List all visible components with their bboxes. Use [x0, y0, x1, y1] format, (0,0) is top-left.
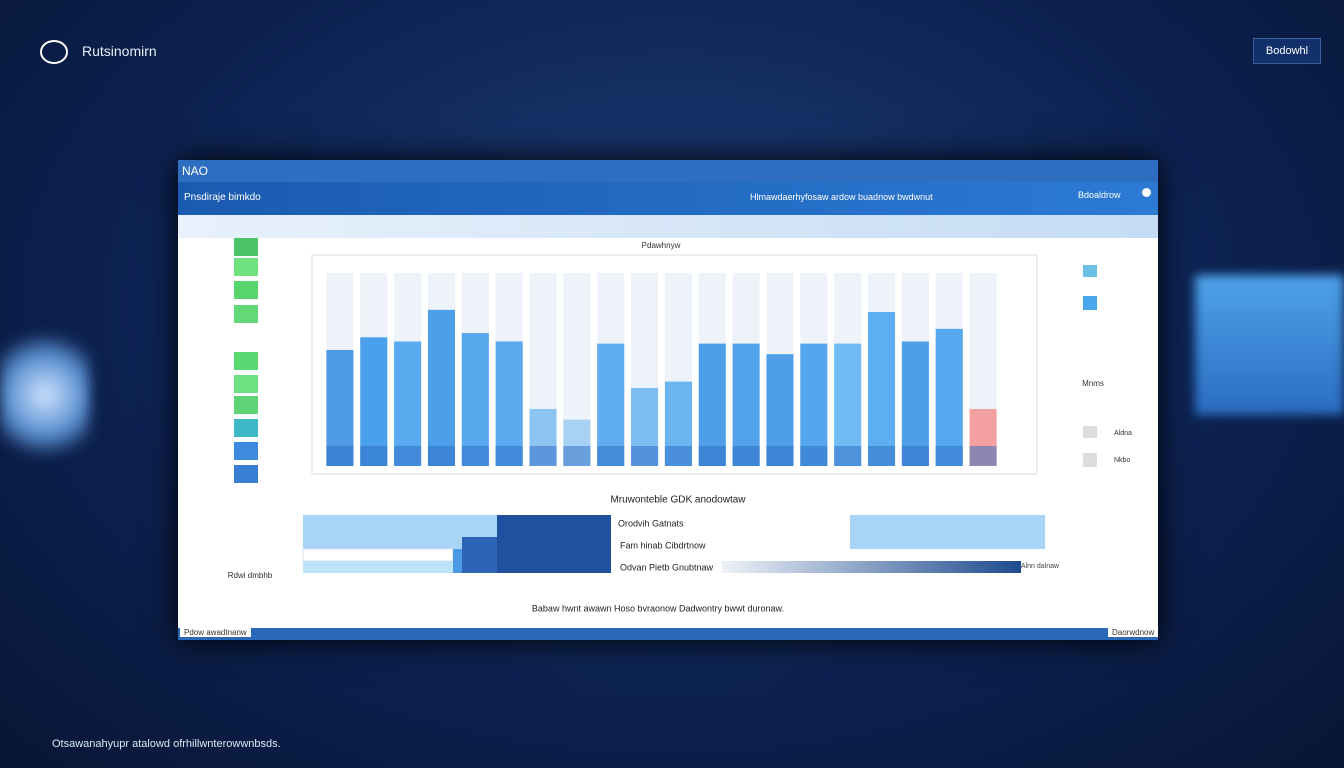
bar-base — [529, 446, 557, 466]
window: NAO Pnsdiraje bimkdo Hlmawdaerhyfosaw ar… — [178, 160, 1159, 640]
bar-base — [800, 446, 828, 466]
bar — [495, 341, 523, 466]
bar-base — [766, 446, 794, 466]
toolbar: Pnsdiraje bimkdo Hlmawdaerhyfosaw ardow … — [178, 182, 1158, 215]
bar — [360, 337, 388, 466]
toggle[interactable] — [1142, 188, 1151, 197]
bar-base — [935, 446, 963, 466]
footnote: Otsawanahyupr atalowd ofrhillwnterowwnbs… — [52, 738, 281, 750]
bar-base — [461, 446, 489, 466]
status-bar: Pdow awadtnanw Daorwdnow — [178, 628, 1159, 640]
side-legend: Aldna — [1114, 430, 1132, 437]
top-button[interactable]: Bodowhl — [1253, 38, 1321, 64]
blur-right — [1195, 275, 1344, 415]
chart-title: Pdawhnyw — [642, 241, 681, 250]
bar-base — [969, 446, 997, 466]
bar-base — [597, 446, 625, 466]
bar — [935, 328, 963, 466]
footer-label: Rdwi dmbhb — [228, 571, 273, 580]
bar — [867, 311, 896, 466]
bar — [461, 333, 489, 466]
swatches — [234, 238, 258, 483]
blur-left — [0, 330, 90, 460]
bar-base — [563, 446, 591, 466]
bar — [732, 343, 760, 466]
bar-base — [326, 446, 354, 466]
chart: Pdawhnyw Rdwi dmbhb Alnn dalnaw Mnms Ald… — [228, 238, 1132, 613]
bar-base — [698, 446, 726, 466]
bar-base — [495, 446, 523, 466]
lower-label: Odvan Pietb Gnubtnaw — [620, 562, 714, 572]
subtitle: Pnsdiraje bimkdo — [184, 192, 261, 203]
bar — [597, 343, 625, 466]
plot-frame — [311, 254, 1038, 475]
bottom-caption: Babaw hwnt awawn Hoso bvraonow Dadwontry… — [532, 603, 784, 613]
title-bar: NAO — [178, 160, 1158, 182]
window-title: NAO — [182, 164, 209, 178]
bar — [834, 343, 862, 466]
corner-label: Alnn dalnaw — [1021, 563, 1060, 570]
bar-base — [360, 446, 388, 466]
lower-label: Fam hinab Cibdrtnow — [620, 540, 706, 550]
bar-base — [664, 446, 692, 466]
bar-base — [394, 446, 422, 466]
bar-base — [834, 446, 862, 466]
lower-title: Mruwonteble GDK anodowtaw — [610, 495, 746, 506]
logo — [40, 40, 68, 64]
bar-base — [867, 446, 896, 466]
side-legend: Mnms — [1082, 379, 1104, 388]
bar — [394, 341, 422, 466]
status-right: Daorwdnow — [1108, 628, 1159, 637]
bar-base — [427, 446, 456, 466]
bar — [427, 309, 456, 466]
lower-label: Orodvih Gatnats — [618, 518, 684, 528]
bar — [698, 343, 726, 466]
bar-base — [901, 446, 929, 466]
right-button[interactable]: Bdoaldrow — [1078, 190, 1121, 200]
bar-base — [732, 446, 760, 466]
strip — [178, 215, 1158, 238]
side-swatches — [1083, 265, 1097, 467]
brand: Rutsinomirn — [82, 43, 157, 59]
side-legend: Nkbo — [1114, 457, 1130, 464]
lower-bars — [302, 515, 1045, 573]
center-text: Hlmawdaerhyfosaw ardow buadnow bwdwnut — [750, 192, 933, 202]
status-left: Pdow awadtnanw — [180, 628, 251, 637]
bar — [800, 343, 828, 466]
bar-base — [631, 446, 659, 466]
bar — [901, 341, 929, 466]
